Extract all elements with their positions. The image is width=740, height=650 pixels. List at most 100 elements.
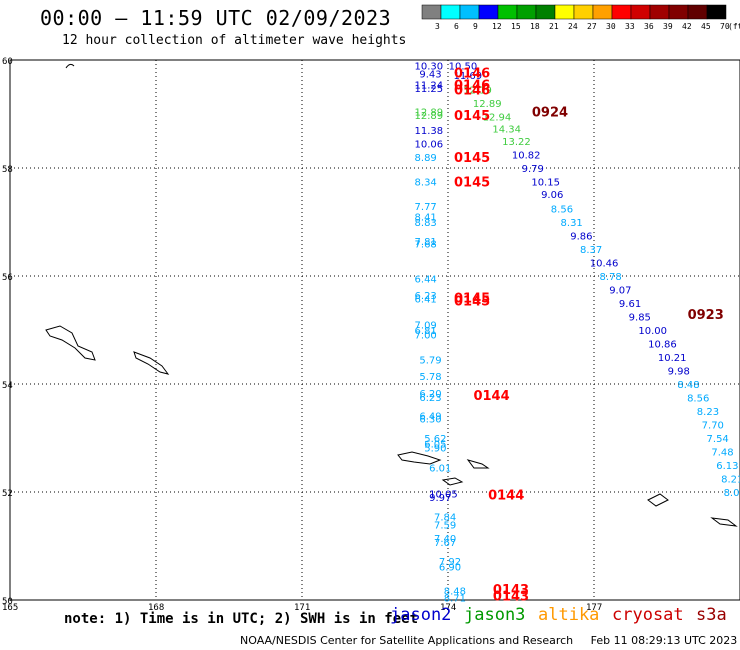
scale-tick-label: 70 [720,22,730,31]
scale-tick-label: 21 [549,22,559,31]
scale-swatch [630,4,651,20]
pass-time-label: 0146 [454,78,490,93]
chart-title: 00:00 – 11:59 UTC 02/09/2023 [40,6,392,30]
y-tick-label: 60 [2,57,13,67]
wave-height-value: 6.23 [419,393,441,404]
wave-height-value: 7.67 [434,538,456,549]
wave-height-value: 9.86 [570,232,592,243]
pass-time-label: 0145 [454,292,490,307]
satellite-legend-altika: altika [538,605,600,625]
scale-swatch [440,4,461,20]
wave-height-value: 8.23 [697,407,719,418]
x-tick-label: 174 [440,603,456,613]
x-tick-label: 171 [294,603,310,613]
scale-tick-label: 15 [511,22,521,31]
wave-height-value: 9.61 [619,299,641,310]
scale-swatch [535,4,556,20]
wave-height-value: 5.78 [419,372,441,383]
wave-height-value: 7.84 [434,512,456,523]
wave-height-value: 8.41 [415,213,437,224]
coastline [65,63,75,69]
pass-time-label: 0145 [454,294,490,309]
wave-height-value: 8.71 [444,593,466,604]
wave-height-value: 7.54 [707,434,729,445]
coastline [133,351,170,375]
pass-time-label: 0145 [454,176,490,191]
pass-time-label: 0923 [688,308,724,323]
y-tick-label: 52 [2,489,13,499]
scale-tick-label: 30 [606,22,616,31]
wave-height-value: 8.78 [599,272,621,283]
pass-time-label: 0146 [454,84,490,99]
wave-height-value: 12.19 [463,86,492,97]
coastline [466,459,490,469]
chart-subtitle: 12 hour collection of altimeter wave hei… [62,33,407,48]
wave-height-value: 6.13 [716,461,738,472]
satellite-legend-s3a: s3a [696,605,727,625]
wave-height-value: 9.98 [668,367,690,378]
pass-time-label: 0146 [454,66,490,81]
wave-height-value: 11.25 [415,84,444,95]
satellite-legend-jason3: jason3 [464,605,526,625]
coastline [397,451,442,465]
wave-height-value: 12.89 [473,99,502,110]
scale-swatch [706,4,727,20]
pass-time-label: 0145 [454,151,490,166]
scale-tick-label: 39 [663,22,673,31]
wave-height-value: 9.97 [429,493,451,504]
y-tick-label: 50 [2,597,13,607]
scale-tick-label: 27 [587,22,597,31]
wave-height-value: 8.48 [444,586,466,597]
wave-height-value: 8.48 [677,380,699,391]
scale-tick-label: 36 [644,22,654,31]
scale-tick-label: 3 [435,22,440,31]
wave-height-value: 8.83 [415,218,437,229]
scale-unit-label: (ft) [728,22,740,31]
wave-height-value: 6.20 [419,389,441,400]
wave-height-value: 10.00 [638,326,667,337]
x-tick-label: 165 [2,603,18,613]
wave-height-value: 8.56 [687,394,709,405]
coastline [45,325,96,361]
wave-height-value: 8.31 [561,218,583,229]
wave-height-value: 6.90 [439,563,461,574]
wave-height-value: 7.09 [415,321,437,332]
wave-height-value: 7.77 [415,202,437,213]
scale-swatch [516,4,537,20]
coastline [441,477,464,486]
wave-height-value: 5.79 [419,356,441,367]
wave-height-value: 8.21 [721,475,740,486]
satellite-legend-cryosat: cryosat [612,605,684,625]
plot-border [9,59,740,601]
scale-swatch [668,4,689,20]
wave-height-value: 12.94 [483,113,512,124]
wave-height-value: 6.23 [415,291,437,302]
wave-height-value: 11.38 [415,126,444,137]
credit-date: Feb 11 08:29:13 UTC 2023 [590,634,738,647]
wave-height-value: 7.48 [711,448,733,459]
wave-height-value: 14.34 [492,125,521,136]
scale-tick-label: 33 [625,22,635,31]
scale-swatch [478,4,499,20]
scale-swatch [611,4,632,20]
scale-swatch [554,4,575,20]
wave-height-value: 9.79 [522,164,544,175]
pass-time-label: 0145 [454,109,490,124]
wave-height-value: 9.07 [609,286,631,297]
scale-swatch [592,4,613,20]
scale-tick-label: 45 [701,22,711,31]
wave-height-value: 13.22 [502,137,531,148]
footer-credit: NOAA/NESDIS Center for Satellite Applica… [240,634,737,647]
wave-height-value: 8.89 [415,153,437,164]
scale-tick-label: 18 [530,22,540,31]
x-tick-label: 168 [148,603,164,613]
wave-height-value: 11.69 [453,71,482,82]
wave-height-value: 6.44 [415,275,437,286]
x-tick-label: 177 [586,603,602,613]
wave-height-value: 6.05 [424,439,446,450]
wave-height-value: 8.37 [580,245,602,256]
wave-height-value: 5.62 [424,434,446,445]
pass-time-label: 0143 [493,583,529,598]
